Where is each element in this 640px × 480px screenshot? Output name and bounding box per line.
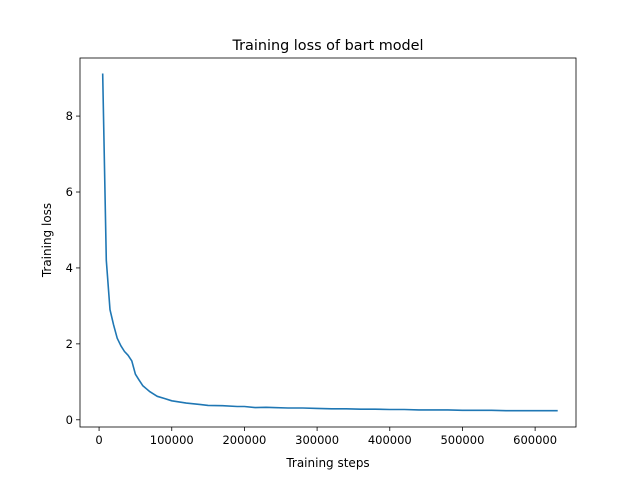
x-tick-label: 300000 bbox=[295, 433, 339, 447]
x-tick-label: 100000 bbox=[150, 433, 194, 447]
y-axis-label: Training loss bbox=[40, 203, 54, 278]
y-tick-label: 6 bbox=[66, 185, 73, 199]
y-tick-label: 8 bbox=[66, 109, 73, 123]
y-tick-label: 0 bbox=[66, 413, 73, 427]
x-tick-label: 400000 bbox=[368, 433, 412, 447]
x-tick-label: 600000 bbox=[513, 433, 557, 447]
y-tick-label: 2 bbox=[66, 337, 73, 351]
x-axis-label: Training steps bbox=[285, 456, 369, 470]
x-tick-label: 0 bbox=[95, 433, 102, 447]
x-tick-label: 500000 bbox=[440, 433, 484, 447]
y-tick-label: 4 bbox=[66, 261, 73, 275]
chart-title: Training loss of bart model bbox=[231, 38, 423, 54]
axes-frame bbox=[79, 57, 577, 428]
series-line-0 bbox=[101, 73, 558, 412]
x-tick-label: 200000 bbox=[222, 433, 266, 447]
plot-area: 0 100000 200000 300000 400000 500000 600000 0 2 4… bbox=[66, 57, 577, 447]
